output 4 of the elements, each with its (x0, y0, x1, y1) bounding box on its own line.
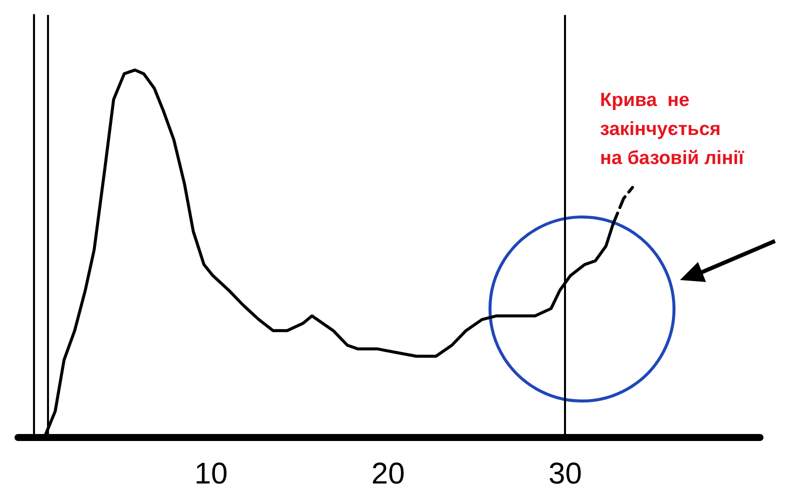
annotation: Крива не закінчується на базовій лінії (600, 90, 744, 169)
x-tick-label: 20 (371, 458, 405, 490)
x-tick-label: 30 (548, 458, 582, 490)
x-tick-label: 10 (194, 458, 228, 490)
